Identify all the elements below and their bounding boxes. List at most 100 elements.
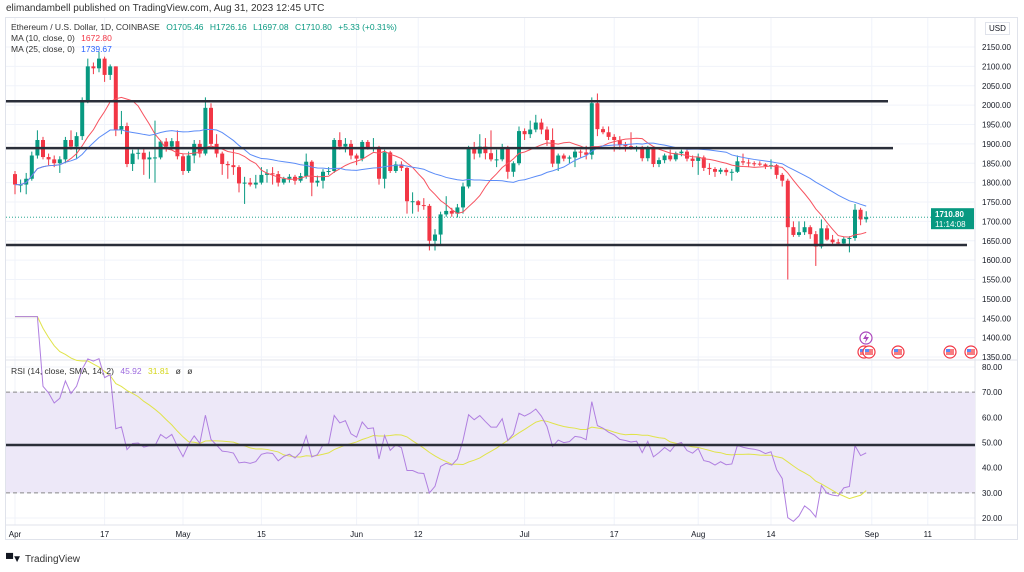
rsi-sma-value: 31.81 xyxy=(148,366,170,376)
candle-body xyxy=(601,129,605,133)
candle xyxy=(427,203,432,251)
candle xyxy=(735,155,740,173)
time-tick-label: 17 xyxy=(100,530,109,539)
candle xyxy=(517,126,521,166)
candle xyxy=(813,231,818,266)
candle-body xyxy=(752,163,757,165)
rsi-tick-label: 70.00 xyxy=(982,388,1003,397)
symbol-name[interactable]: Ethereum / U.S. Dollar, 1D, COINBASE xyxy=(11,22,160,32)
candle-body xyxy=(130,153,135,165)
candle-body xyxy=(589,103,594,155)
ma10-legend[interactable]: MA (10, close, 0) 1672.80 xyxy=(11,33,116,43)
candle xyxy=(522,128,527,140)
candle xyxy=(808,225,813,239)
candle xyxy=(573,147,577,168)
candle-body xyxy=(713,169,717,172)
flag-icon-canton xyxy=(894,349,898,352)
candle-body xyxy=(181,156,185,171)
candle-body xyxy=(265,173,269,175)
candle xyxy=(85,58,90,104)
candle xyxy=(209,103,213,146)
candle xyxy=(315,175,320,187)
candle-body xyxy=(819,228,824,247)
candle xyxy=(360,140,365,162)
candle-body xyxy=(416,201,421,206)
flag-icon-canton xyxy=(967,349,971,352)
candle-body xyxy=(46,157,51,160)
candle xyxy=(136,147,141,160)
candle-body xyxy=(500,147,505,160)
us-flag-event-icon[interactable] xyxy=(891,345,905,359)
candle xyxy=(668,149,673,162)
candle xyxy=(673,151,678,162)
candle xyxy=(270,167,275,185)
footer-brand[interactable]: TradingView xyxy=(24,554,81,565)
candle-body xyxy=(125,126,129,165)
candle xyxy=(276,171,281,187)
us-flag-event-icon[interactable] xyxy=(964,345,978,359)
ma25-label: MA (25, close, 0) xyxy=(11,44,75,54)
candle-body xyxy=(209,107,213,144)
candle-body xyxy=(153,157,157,159)
candle-body xyxy=(511,163,516,172)
candle xyxy=(606,126,611,140)
candle-body xyxy=(326,171,331,172)
candle xyxy=(242,176,247,204)
candle xyxy=(533,114,538,133)
candle xyxy=(147,151,152,179)
rsi-tick-label: 80.00 xyxy=(982,363,1003,372)
ma25-legend[interactable]: MA (25, close, 0) 1739.67 xyxy=(11,44,116,54)
candle-body xyxy=(606,132,611,137)
candle xyxy=(354,153,359,166)
currency-button[interactable]: USD xyxy=(985,22,1010,35)
price-tick-label: 1900.00 xyxy=(982,140,1011,149)
candle-body xyxy=(237,167,241,184)
candle xyxy=(713,167,717,177)
candle xyxy=(494,149,499,168)
candle-body xyxy=(343,143,348,147)
earnings-event-icon xyxy=(859,331,873,345)
price-tick-label: 1700.00 xyxy=(982,217,1011,226)
candle-body xyxy=(29,155,34,179)
candle xyxy=(601,126,605,135)
lightning-glyph xyxy=(863,333,869,343)
flag-icon-canton xyxy=(860,349,864,352)
candle xyxy=(489,130,493,162)
candle xyxy=(864,211,869,223)
price-tick-label: 1550.00 xyxy=(982,276,1011,285)
rsi-label: RSI (14, close, SMA, 14, 2) xyxy=(11,366,114,376)
last-price-badge xyxy=(931,208,974,230)
us-flag-event-icon[interactable] xyxy=(862,345,876,359)
candle-body xyxy=(455,207,460,214)
publisher-info: elimandambell published on TradingView.c… xyxy=(6,3,325,14)
candle-body xyxy=(141,152,146,160)
candle xyxy=(192,140,197,164)
us-flag-event-icon[interactable] xyxy=(943,345,957,359)
time-tick-label: 12 xyxy=(414,530,423,539)
candle-body xyxy=(337,140,342,147)
bar-countdown: 11:14:08 xyxy=(935,220,966,229)
last-price-value: 1710.80 xyxy=(935,210,964,219)
candle-body xyxy=(85,66,90,102)
rsi-tick-label: 60.00 xyxy=(982,413,1003,422)
price-tick-label: 1800.00 xyxy=(982,179,1011,188)
candle-body xyxy=(853,209,857,239)
candle-body xyxy=(690,158,695,161)
candle-body xyxy=(785,180,790,228)
candle-body xyxy=(270,173,275,175)
candle-body xyxy=(550,140,555,164)
ohlc-change: +5.33 (+0.31%) xyxy=(338,22,397,32)
candle xyxy=(769,159,773,170)
candle xyxy=(651,146,656,168)
candle-body xyxy=(505,147,510,172)
candle xyxy=(444,196,449,217)
candle xyxy=(158,140,163,160)
candle-body xyxy=(466,147,471,187)
price-tick-label: 1850.00 xyxy=(982,159,1011,168)
candle xyxy=(63,136,68,164)
candle-body xyxy=(757,163,762,165)
candle-body xyxy=(80,101,85,137)
rsi-legend[interactable]: RSI (14, close, SMA, 14, 2) 45.92 31.81 … xyxy=(11,366,196,376)
candle xyxy=(377,145,381,185)
